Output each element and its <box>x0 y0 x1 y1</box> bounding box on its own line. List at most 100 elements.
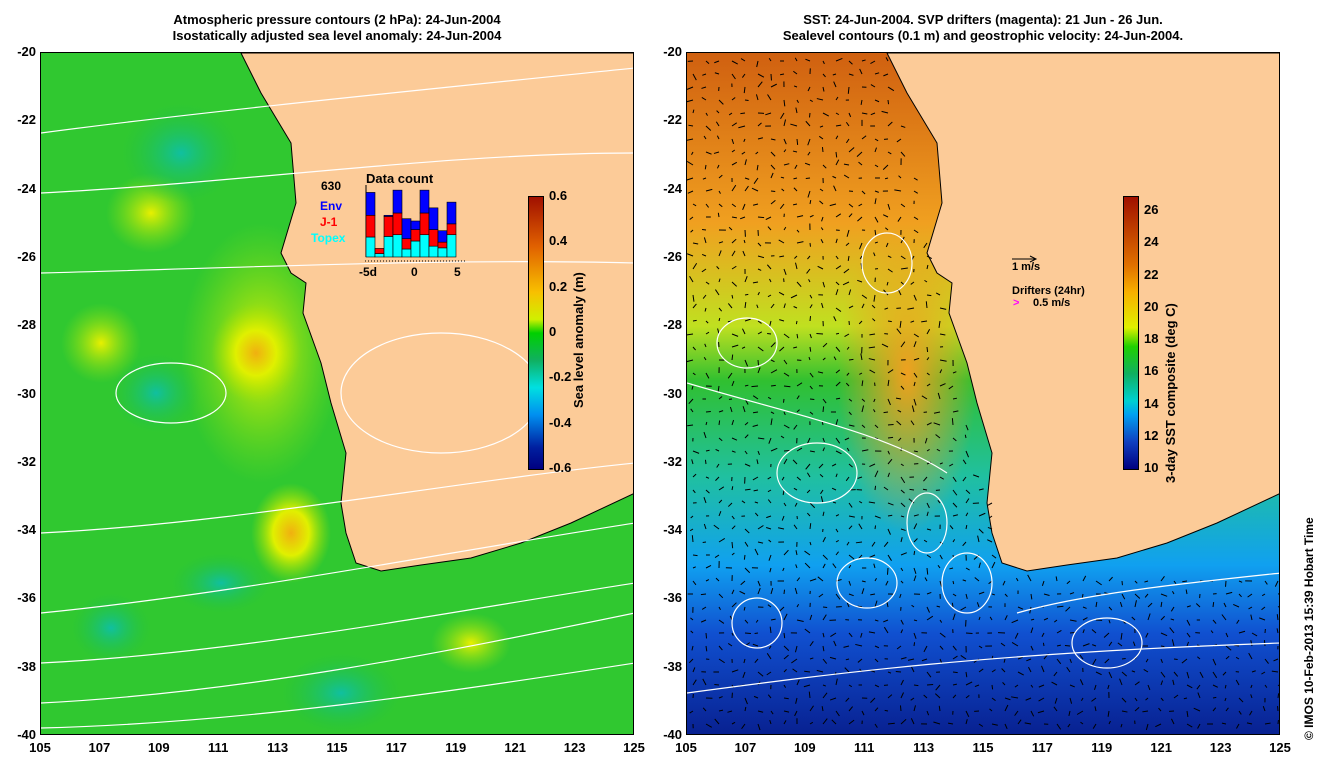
y-tick-label: -32 <box>17 453 36 469</box>
velocity-vector <box>952 645 957 651</box>
velocity-vector <box>887 472 890 478</box>
velocity-vector <box>870 112 876 116</box>
velocity-vector <box>835 450 842 455</box>
velocity-vector <box>913 567 917 574</box>
velocity-vector <box>1043 617 1049 621</box>
velocity-vector <box>796 382 803 387</box>
velocity-vector <box>701 86 707 89</box>
velocity-vector <box>809 214 814 218</box>
velocity-vector <box>900 489 905 494</box>
velocity-vector <box>822 357 826 361</box>
velocity-vector <box>804 628 811 634</box>
velocity-vector <box>848 203 854 208</box>
velocity-vector <box>965 681 973 686</box>
velocity-vector <box>718 307 723 312</box>
velocity-vector <box>1066 580 1071 585</box>
velocity-vector <box>913 642 916 647</box>
velocity-vector <box>848 502 853 508</box>
velocity-vector <box>965 671 968 678</box>
velocity-vector <box>833 640 837 647</box>
bar-env-3 <box>437 230 448 243</box>
velocity-vector <box>715 577 720 582</box>
velocity-vector <box>1037 710 1045 714</box>
velocity-vector <box>939 619 943 623</box>
velocity-vector <box>809 304 813 309</box>
velocity-vector <box>1000 642 1006 647</box>
velocity-vector <box>1027 574 1032 582</box>
velocity-vector <box>783 645 790 651</box>
velocity-vector <box>705 281 710 285</box>
velocity-vector <box>1108 641 1113 647</box>
velocity-vector <box>861 398 866 402</box>
velocity-vector <box>1210 630 1214 634</box>
velocity-vector <box>1056 644 1061 647</box>
velocity-vector <box>883 411 889 414</box>
velocity-vector <box>816 98 824 101</box>
velocity-vector <box>989 616 993 621</box>
velocity-vector <box>767 332 772 335</box>
velocity-vector <box>743 606 746 611</box>
velocity-vector <box>718 606 721 610</box>
velocity-vector <box>926 346 929 353</box>
velocity-vector <box>923 694 928 699</box>
velocity-vector <box>752 476 759 481</box>
velocity-vector <box>757 710 764 713</box>
velocity-vector <box>1225 591 1233 595</box>
velocity-vector <box>1264 658 1269 664</box>
velocity-vector <box>952 397 958 400</box>
velocity-vector <box>987 526 993 530</box>
velocity-vector <box>848 73 854 76</box>
velocity-vector <box>690 408 694 413</box>
y-tick-label: -26 <box>17 248 36 264</box>
velocity-vector <box>833 316 837 322</box>
velocity-vector <box>783 268 787 275</box>
velocity-vector <box>926 294 932 297</box>
velocity-vector <box>731 486 734 491</box>
velocity-vector <box>965 632 973 635</box>
velocity-vector <box>978 616 981 621</box>
velocity-vector <box>1195 603 1201 608</box>
velocity-vector <box>1134 593 1141 599</box>
inset-xtick: -5d <box>359 265 377 279</box>
velocity-vector <box>952 580 955 585</box>
velocity-vector <box>744 422 749 426</box>
velocity-vector <box>754 658 759 664</box>
velocity-vector <box>911 405 915 413</box>
velocity-vector <box>900 341 906 348</box>
velocity-vector <box>744 697 748 705</box>
velocity-vector <box>741 346 746 349</box>
velocity-vector <box>1014 710 1019 716</box>
velocity-vector <box>896 645 902 650</box>
velocity-vector <box>687 99 694 103</box>
velocity-vector <box>809 721 814 725</box>
velocity-vector <box>1104 658 1110 664</box>
velocity-vector <box>791 658 798 664</box>
velocity-vector <box>870 593 876 596</box>
velocity-vector <box>1107 710 1110 717</box>
velocity-vector <box>909 488 915 491</box>
velocity-vector <box>767 489 772 493</box>
velocity-vector <box>857 658 863 663</box>
velocity-vector <box>860 99 863 105</box>
velocity-vector <box>835 473 838 478</box>
velocity-vector <box>779 346 785 352</box>
velocity-vector <box>1186 619 1191 626</box>
velocity-vector <box>822 342 828 348</box>
velocity-vector <box>923 539 928 543</box>
velocity-vector <box>809 641 814 647</box>
velocity-vector <box>952 410 959 413</box>
velocity-vector <box>1066 666 1071 673</box>
velocity-vector <box>871 541 876 547</box>
velocity-vector <box>874 485 877 491</box>
velocity-vector <box>1043 593 1050 596</box>
x-tick-label: 121 <box>504 740 527 755</box>
velocity-vector <box>1173 580 1177 584</box>
velocity-vector <box>962 476 967 482</box>
velocity-vector <box>1160 615 1166 621</box>
velocity-vector <box>744 488 751 491</box>
x-tick-label: 117 <box>385 740 407 755</box>
velocity-vector <box>792 150 798 153</box>
velocity-vector <box>716 266 720 270</box>
velocity-vector <box>1224 697 1227 702</box>
velocity-vector <box>796 395 800 400</box>
